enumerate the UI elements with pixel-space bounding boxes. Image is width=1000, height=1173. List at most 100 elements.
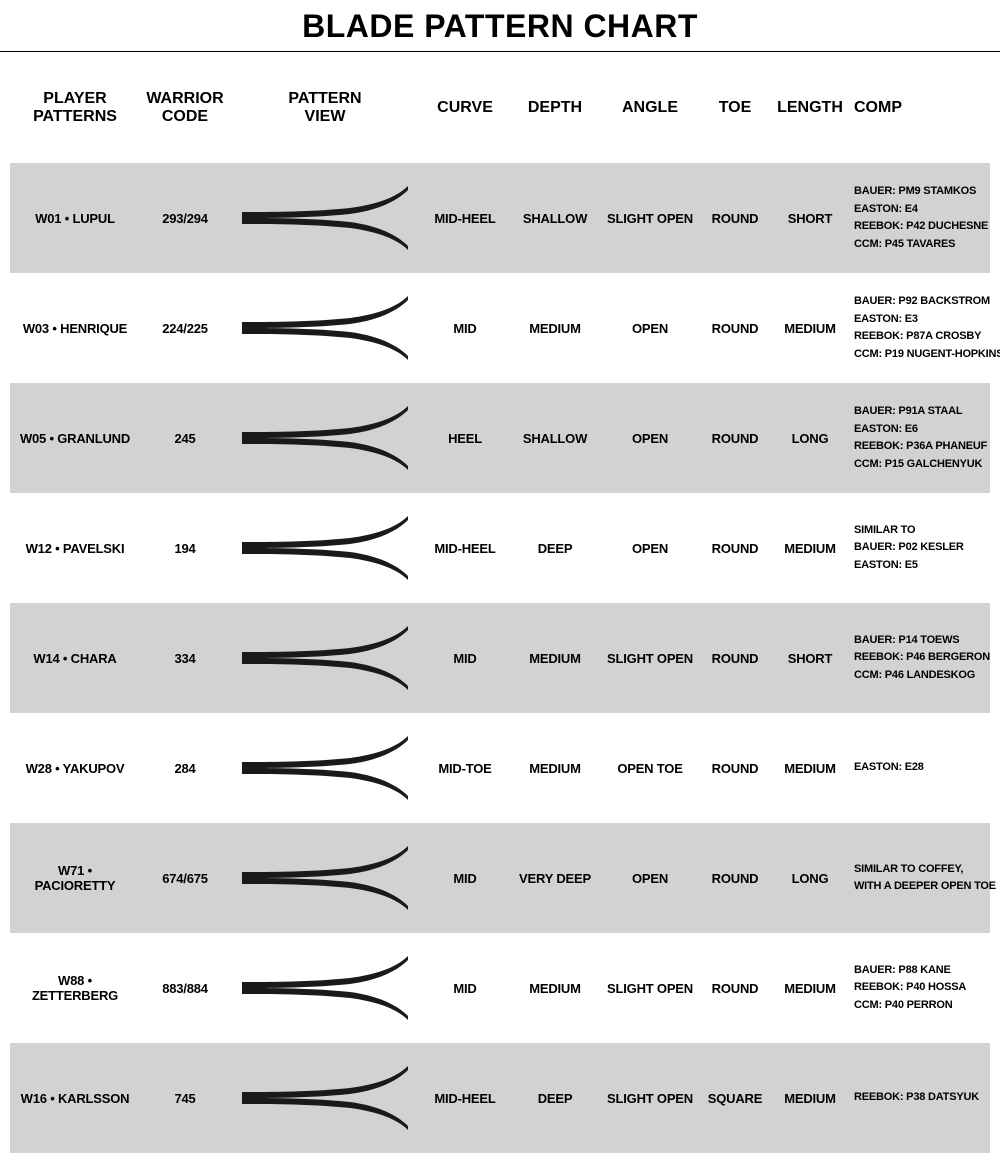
comp-line: REEBOK: P38 DATSYUK bbox=[854, 1089, 984, 1107]
comp-line: CCM: P45 TAVARES bbox=[854, 236, 984, 254]
col-header-pattern: PATTERN VIEW bbox=[288, 90, 361, 125]
col-header-toe: TOE bbox=[706, 99, 764, 117]
cell-curve: Mid bbox=[426, 871, 504, 886]
blade-pattern-icon bbox=[240, 948, 410, 1028]
comp-line: EASTON: E3 bbox=[854, 311, 984, 329]
col-header-angle: ANGLE bbox=[606, 99, 694, 117]
cell-depth: Deep bbox=[516, 1091, 594, 1106]
comp-line: BAUER: P14 TOEWS bbox=[854, 632, 984, 650]
cell-depth: Medium bbox=[516, 981, 594, 996]
cell-angle: Open bbox=[606, 541, 694, 556]
cell-toe: Round bbox=[706, 651, 764, 666]
cell-pattern-view bbox=[230, 398, 420, 478]
cell-comp: BAUER: P14 TOEWSREEBOK: P46 BERGERONCCM:… bbox=[854, 632, 984, 685]
cell-player: W16 • KARLSSON bbox=[16, 1091, 134, 1106]
cell-depth: Shallow bbox=[516, 211, 594, 226]
cell-angle: Slight Open bbox=[606, 211, 694, 226]
cell-toe: Round bbox=[706, 981, 764, 996]
cell-code: 745 bbox=[146, 1091, 224, 1106]
table-row: W12 • PAVELSKI 194 Mid-Heel Deep Open Ro… bbox=[10, 493, 990, 603]
cell-pattern-view bbox=[230, 838, 420, 918]
cell-depth: Deep bbox=[516, 541, 594, 556]
blade-pattern-icon bbox=[240, 508, 410, 588]
comp-line: SIMILAR TO bbox=[854, 522, 984, 540]
cell-pattern-view bbox=[230, 618, 420, 698]
cell-player: W03 • HENRIQUE bbox=[16, 321, 134, 336]
cell-angle: Slight Open bbox=[606, 981, 694, 996]
cell-code: 293/294 bbox=[146, 211, 224, 226]
cell-player: W01 • LUPUL bbox=[16, 211, 134, 226]
col-header-player: PLAYER PATTERNS bbox=[16, 90, 134, 125]
cell-player: W71 • PACIORETTY bbox=[16, 863, 134, 893]
cell-pattern-view bbox=[230, 728, 420, 808]
comp-line: BAUER: P88 KANE bbox=[854, 962, 984, 980]
col-header-depth: DEPTH bbox=[516, 99, 594, 117]
blade-pattern-icon bbox=[240, 1058, 410, 1138]
cell-curve: Mid-Heel bbox=[426, 211, 504, 226]
comp-line: EASTON: E6 bbox=[854, 421, 984, 439]
cell-toe: Round bbox=[706, 761, 764, 776]
blade-pattern-icon bbox=[240, 178, 410, 258]
cell-pattern-view bbox=[230, 948, 420, 1028]
comp-line: WITH A DEEPER OPEN TOE bbox=[854, 878, 984, 896]
blade-pattern-icon bbox=[240, 728, 410, 808]
cell-angle: Open bbox=[606, 431, 694, 446]
cell-pattern-view bbox=[230, 178, 420, 258]
title-bar: BLADE PATTERN CHART bbox=[0, 0, 1000, 52]
cell-code: 194 bbox=[146, 541, 224, 556]
comp-line: CCM: P46 LANDESKOG bbox=[854, 667, 984, 685]
cell-code: 674/675 bbox=[146, 871, 224, 886]
cell-depth: Medium bbox=[516, 321, 594, 336]
col-header-length: LENGTH bbox=[776, 99, 844, 117]
cell-length: Short bbox=[776, 651, 844, 666]
page-title: BLADE PATTERN CHART bbox=[0, 8, 1000, 45]
cell-pattern-view bbox=[230, 1058, 420, 1138]
comp-line: CCM: P15 GALCHENYUK bbox=[854, 456, 984, 474]
cell-player: W12 • PAVELSKI bbox=[16, 541, 134, 556]
cell-comp: BAUER: P88 KANEREEBOK: P40 HOSSACCM: P40… bbox=[854, 962, 984, 1015]
comp-line: REEBOK: P40 HOSSA bbox=[854, 979, 984, 997]
comp-line: EASTON: E4 bbox=[854, 201, 984, 219]
comp-line: REEBOK: P36A PHANEUF bbox=[854, 438, 984, 456]
cell-player: W28 • YAKUPOV bbox=[16, 761, 134, 776]
table-row: W28 • YAKUPOV 284 Mid-Toe Medium Open To… bbox=[10, 713, 990, 823]
comp-line: EASTON: E28 bbox=[854, 759, 984, 777]
cell-angle: Open bbox=[606, 321, 694, 336]
comp-line: CCM: P19 NUGENT-HOPKINS bbox=[854, 346, 984, 364]
cell-player: W88 • ZETTERBERG bbox=[16, 973, 134, 1003]
cell-code: 245 bbox=[146, 431, 224, 446]
cell-length: Medium bbox=[776, 761, 844, 776]
cell-toe: Round bbox=[706, 211, 764, 226]
table-row: W03 • HENRIQUE 224/225 Mid Medium Open R… bbox=[10, 273, 990, 383]
comp-line: BAUER: P92 BACKSTROM bbox=[854, 293, 984, 311]
cell-comp: BAUER: P92 BACKSTROMEASTON: E3REEBOK: P8… bbox=[854, 293, 984, 363]
cell-toe: Round bbox=[706, 321, 764, 336]
blade-pattern-icon bbox=[240, 288, 410, 368]
cell-length: Medium bbox=[776, 981, 844, 996]
cell-pattern-view bbox=[230, 288, 420, 368]
cell-length: Long bbox=[776, 871, 844, 886]
col-header-comp: COMP bbox=[854, 99, 984, 117]
table-row: W88 • ZETTERBERG 883/884 Mid Medium Slig… bbox=[10, 933, 990, 1043]
cell-comp: SIMILAR TOBAUER: P02 KESLEREASTON: E5 bbox=[854, 522, 984, 575]
cell-comp: BAUER: PM9 STAMKOSEASTON: E4REEBOK: P42 … bbox=[854, 183, 984, 253]
cell-angle: Open bbox=[606, 871, 694, 886]
comp-line: BAUER: PM9 STAMKOS bbox=[854, 183, 984, 201]
comp-line: SIMILAR TO COFFEY, bbox=[854, 861, 984, 879]
cell-curve: Mid bbox=[426, 651, 504, 666]
cell-code: 224/225 bbox=[146, 321, 224, 336]
cell-comp: SIMILAR TO COFFEY,WITH A DEEPER OPEN TOE bbox=[854, 861, 984, 896]
table-header-row: PLAYER PATTERNS WARRIOR CODE PATTERN VIE… bbox=[10, 52, 990, 163]
table-row: W14 • CHARA 334 Mid Medium Slight Open R… bbox=[10, 603, 990, 713]
cell-toe: Square bbox=[706, 1091, 764, 1106]
table-row: W71 • PACIORETTY 674/675 Mid Very Deep O… bbox=[10, 823, 990, 933]
cell-angle: Slight Open bbox=[606, 1091, 694, 1106]
col-header-code: WARRIOR CODE bbox=[146, 90, 224, 125]
comp-line: REEBOK: P46 BERGERON bbox=[854, 649, 984, 667]
comp-line: BAUER: P91A STAAL bbox=[854, 403, 984, 421]
cell-player: W05 • GRANLUND bbox=[16, 431, 134, 446]
cell-pattern-view bbox=[230, 508, 420, 588]
cell-curve: Mid-Heel bbox=[426, 1091, 504, 1106]
cell-player: W14 • CHARA bbox=[16, 651, 134, 666]
blade-pattern-icon bbox=[240, 618, 410, 698]
